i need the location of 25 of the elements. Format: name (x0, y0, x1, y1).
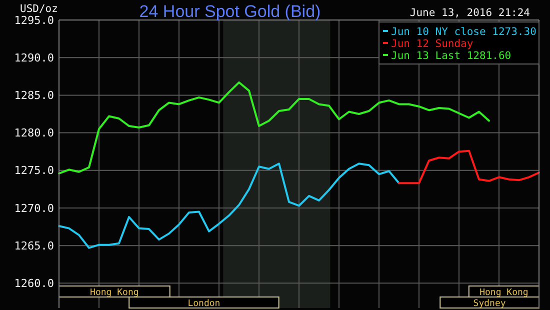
annotation: Hong Kong (90, 288, 139, 298)
legend-label: Jun 10 NY close 1273.30 (391, 26, 536, 38)
annotation: Hong Kong (480, 288, 528, 298)
y-tick-label: 1265.0 (14, 239, 54, 252)
annotation: Sydney (473, 299, 506, 309)
line-series (58, 162, 400, 249)
chart-title: 24 Hour Spot Gold (Bid) (139, 2, 321, 21)
session-box: London (128, 296, 280, 309)
session-box: Hong Kong (468, 286, 540, 298)
legend-label: Jun 13 Last 1281.60 (391, 50, 512, 62)
y-axis-title: USD/oz (20, 3, 58, 15)
y-tick-label: 1280.0 (14, 126, 54, 140)
annotation: London (188, 299, 220, 309)
line-series (58, 81, 490, 174)
legend-label: Jun 12 Sunday (391, 38, 474, 50)
line-series (398, 150, 540, 184)
y-tick-label: 1260.0 (14, 277, 54, 290)
chart-subtitle: June 13, 2016 21:24 (410, 7, 530, 19)
y-tick-label: 1295.0 (14, 14, 54, 27)
session-box: Sydney (440, 296, 540, 309)
y-tick-label: 1285.0 (14, 89, 54, 102)
y-tick-label: 1290.0 (14, 51, 54, 64)
y-tick-label: 1270.0 (14, 202, 54, 215)
y-tick-label: 1275.0 (14, 164, 54, 178)
session-box: Hong Kong (58, 286, 170, 298)
